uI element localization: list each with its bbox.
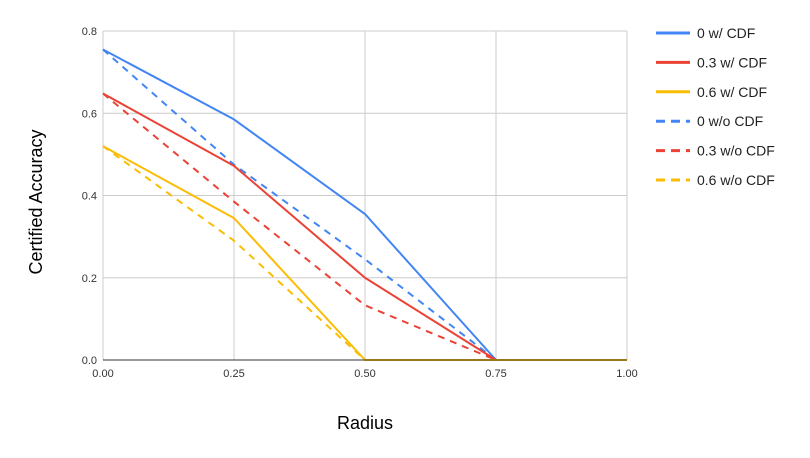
y-axis-title: Certified Accuracy (26, 129, 46, 274)
legend-item-0-w-o-cdf: 0 w/o CDF (656, 113, 763, 129)
x-tick-label: 0.25 (223, 368, 244, 380)
x-axis-ticks: 0.00 0.25 0.50 0.75 1.00 (92, 368, 637, 380)
x-tick-label: 1.00 (616, 368, 637, 380)
legend-item-0-w-cdf: 0 w/ CDF (656, 25, 755, 41)
x-tick-label: 0.75 (485, 368, 506, 380)
y-axis-ticks: 0.0 0.2 0.4 0.6 0.8 (82, 26, 97, 367)
legend-label: 0 w/ CDF (697, 25, 755, 41)
y-tick-label: 0.0 (82, 355, 97, 367)
legend-item-0-6-w-cdf: 0.6 w/ CDF (656, 84, 767, 100)
legend-label: 0.6 w/o CDF (697, 172, 775, 188)
legend-item-0-3-w-o-cdf: 0.3 w/o CDF (656, 143, 775, 159)
x-tick-label: 0.50 (354, 368, 375, 380)
legend: 0 w/ CDF 0.3 w/ CDF 0.6 w/ CDF 0 w/o CDF 0.3… (656, 25, 775, 188)
legend-label: 0 w/o CDF (697, 113, 763, 129)
grid (102, 30, 628, 360)
legend-label: 0.3 w/ CDF (697, 54, 767, 70)
y-tick-label: 0.8 (82, 26, 97, 38)
legend-label: 0.6 w/ CDF (697, 84, 767, 100)
y-tick-label: 0.2 (82, 273, 97, 285)
x-tick-label: 0.00 (92, 368, 113, 380)
y-tick-label: 0.6 (82, 108, 97, 120)
legend-label: 0.3 w/o CDF (697, 143, 775, 159)
legend-item-0-3-w-cdf: 0.3 w/ CDF (656, 54, 767, 70)
legend-item-0-6-w-o-cdf: 0.6 w/o CDF (656, 172, 775, 188)
x-axis-title: Radius (337, 413, 393, 433)
y-tick-label: 0.4 (82, 191, 97, 203)
